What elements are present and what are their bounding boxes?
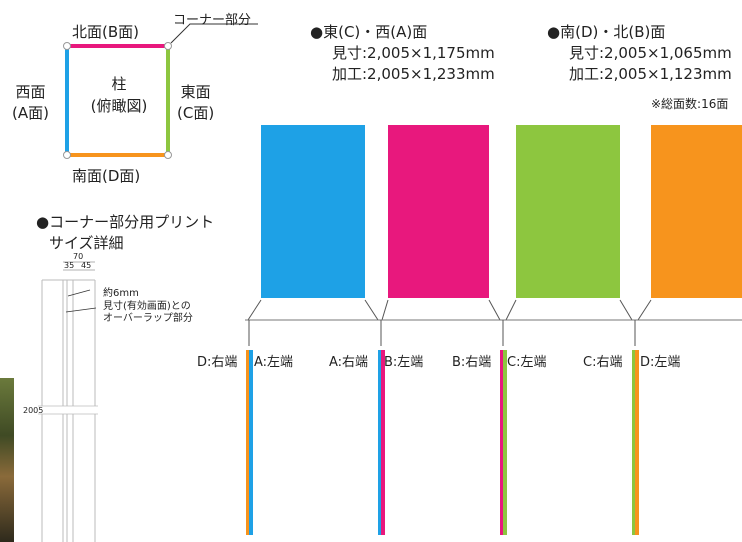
background-photo-edge bbox=[0, 378, 14, 542]
edge-label-a-right: A:右端 bbox=[329, 355, 369, 370]
face-panel-south-orange bbox=[651, 125, 742, 298]
total-faces-note: ※総面数:16面 bbox=[651, 97, 729, 111]
dim-70-label: 70 bbox=[73, 252, 84, 261]
north-face-label: 北面(B面) bbox=[72, 23, 139, 41]
plan-diagram bbox=[63, 23, 258, 159]
corner-print-title-line2: サイズ詳細 bbox=[49, 234, 124, 252]
column-center-label: 柱 (俯瞰図) bbox=[81, 73, 157, 117]
east-face-label: 東面 (C面) bbox=[177, 82, 214, 124]
west-face-label-line1: 西面 bbox=[15, 83, 46, 101]
east-west-size: 見寸:2,005×1,175mm bbox=[332, 44, 495, 62]
overlap-label-line1: 見寸(有効画面)との bbox=[103, 301, 191, 312]
west-face-label-line2: (A面) bbox=[12, 104, 49, 122]
overlap-label-line2: オーバーラップ部分 bbox=[103, 313, 193, 324]
south-north-title: ●南(D)・北(B)面 bbox=[547, 23, 666, 41]
corner-strip-d-a bbox=[246, 350, 253, 535]
east-west-spec: ●東(C)・西(A)面 見寸:2,005×1,175mm 加工:2,005×1,… bbox=[310, 22, 495, 85]
edge-label-b-right: B:右端 bbox=[452, 355, 492, 370]
edge-label-d-right: D:右端 bbox=[197, 355, 238, 370]
height-2005-label: 2005 bbox=[23, 406, 44, 415]
south-face-label: 南面(D面) bbox=[72, 167, 141, 185]
south-north-process: 加工:2,005×1,123mm bbox=[569, 65, 732, 83]
birdseye-label: (俯瞰図) bbox=[90, 97, 148, 115]
dim-45-label: 45 bbox=[81, 261, 92, 270]
east-west-process: 加工:2,005×1,233mm bbox=[332, 65, 495, 83]
corner-marker bbox=[63, 151, 71, 159]
corner-marker bbox=[164, 151, 172, 159]
corner-marker bbox=[63, 42, 71, 50]
south-north-spec: ●南(D)・北(B)面 見寸:2,005×1,065mm 加工:2,005×1,… bbox=[547, 22, 732, 85]
west-face-label: 西面 (A面) bbox=[12, 82, 49, 124]
corner-marker bbox=[164, 42, 172, 50]
dim-35-label: 35 bbox=[64, 261, 75, 270]
east-face-label-line2: (C面) bbox=[177, 104, 215, 122]
east-west-title: ●東(C)・西(A)面 bbox=[310, 23, 428, 41]
corner-strip-a-b bbox=[378, 350, 385, 535]
dim-6mm-label: 約6mm bbox=[103, 288, 139, 299]
edge-label-d-left: D:左端 bbox=[640, 355, 681, 370]
face-panel-east-green bbox=[516, 125, 620, 298]
south-north-size: 見寸:2,005×1,065mm bbox=[569, 44, 732, 62]
face-panel-north-magenta bbox=[388, 125, 489, 298]
corner-strip-b-c bbox=[500, 350, 507, 535]
edge-label-b-left: B:左端 bbox=[384, 355, 424, 370]
corner-print-title-line1: ●コーナー部分用プリント bbox=[36, 213, 215, 231]
corner-leader-line bbox=[170, 23, 258, 44]
edge-label-c-left: C:左端 bbox=[507, 355, 547, 370]
corner-strip-c-d bbox=[632, 350, 639, 535]
edge-label-a-left: A:左端 bbox=[254, 355, 294, 370]
corner-print-drawing bbox=[38, 261, 98, 542]
overlap-label: 見寸(有効画面)との オーバーラップ部分 bbox=[103, 301, 193, 325]
column-label: 柱 bbox=[111, 75, 127, 93]
edge-label-c-right: C:右端 bbox=[583, 355, 623, 370]
east-face-label-line1: 東面 bbox=[180, 83, 211, 101]
face-panel-west-blue bbox=[261, 125, 365, 298]
corner-print-title: ●コーナー部分用プリント サイズ詳細 bbox=[36, 212, 214, 254]
corner-note-label: コーナー部分 bbox=[173, 13, 252, 28]
